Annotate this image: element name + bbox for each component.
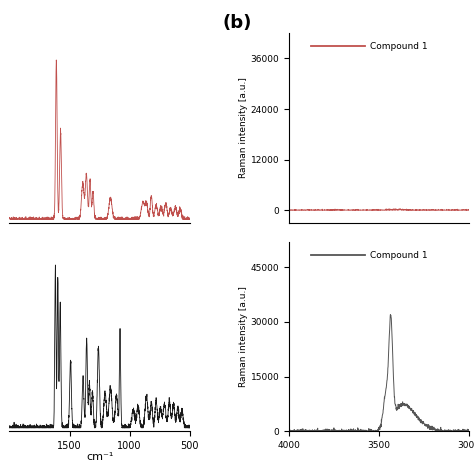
X-axis label: cm⁻¹: cm⁻¹ xyxy=(86,453,113,463)
Y-axis label: Raman intensity [a.u.]: Raman intensity [a.u.] xyxy=(239,286,248,387)
Text: Compound 1: Compound 1 xyxy=(370,42,428,51)
Text: Compound 1: Compound 1 xyxy=(370,251,428,259)
Y-axis label: Raman intensity [a.u.]: Raman intensity [a.u.] xyxy=(239,78,248,178)
Text: (b): (b) xyxy=(222,14,252,32)
